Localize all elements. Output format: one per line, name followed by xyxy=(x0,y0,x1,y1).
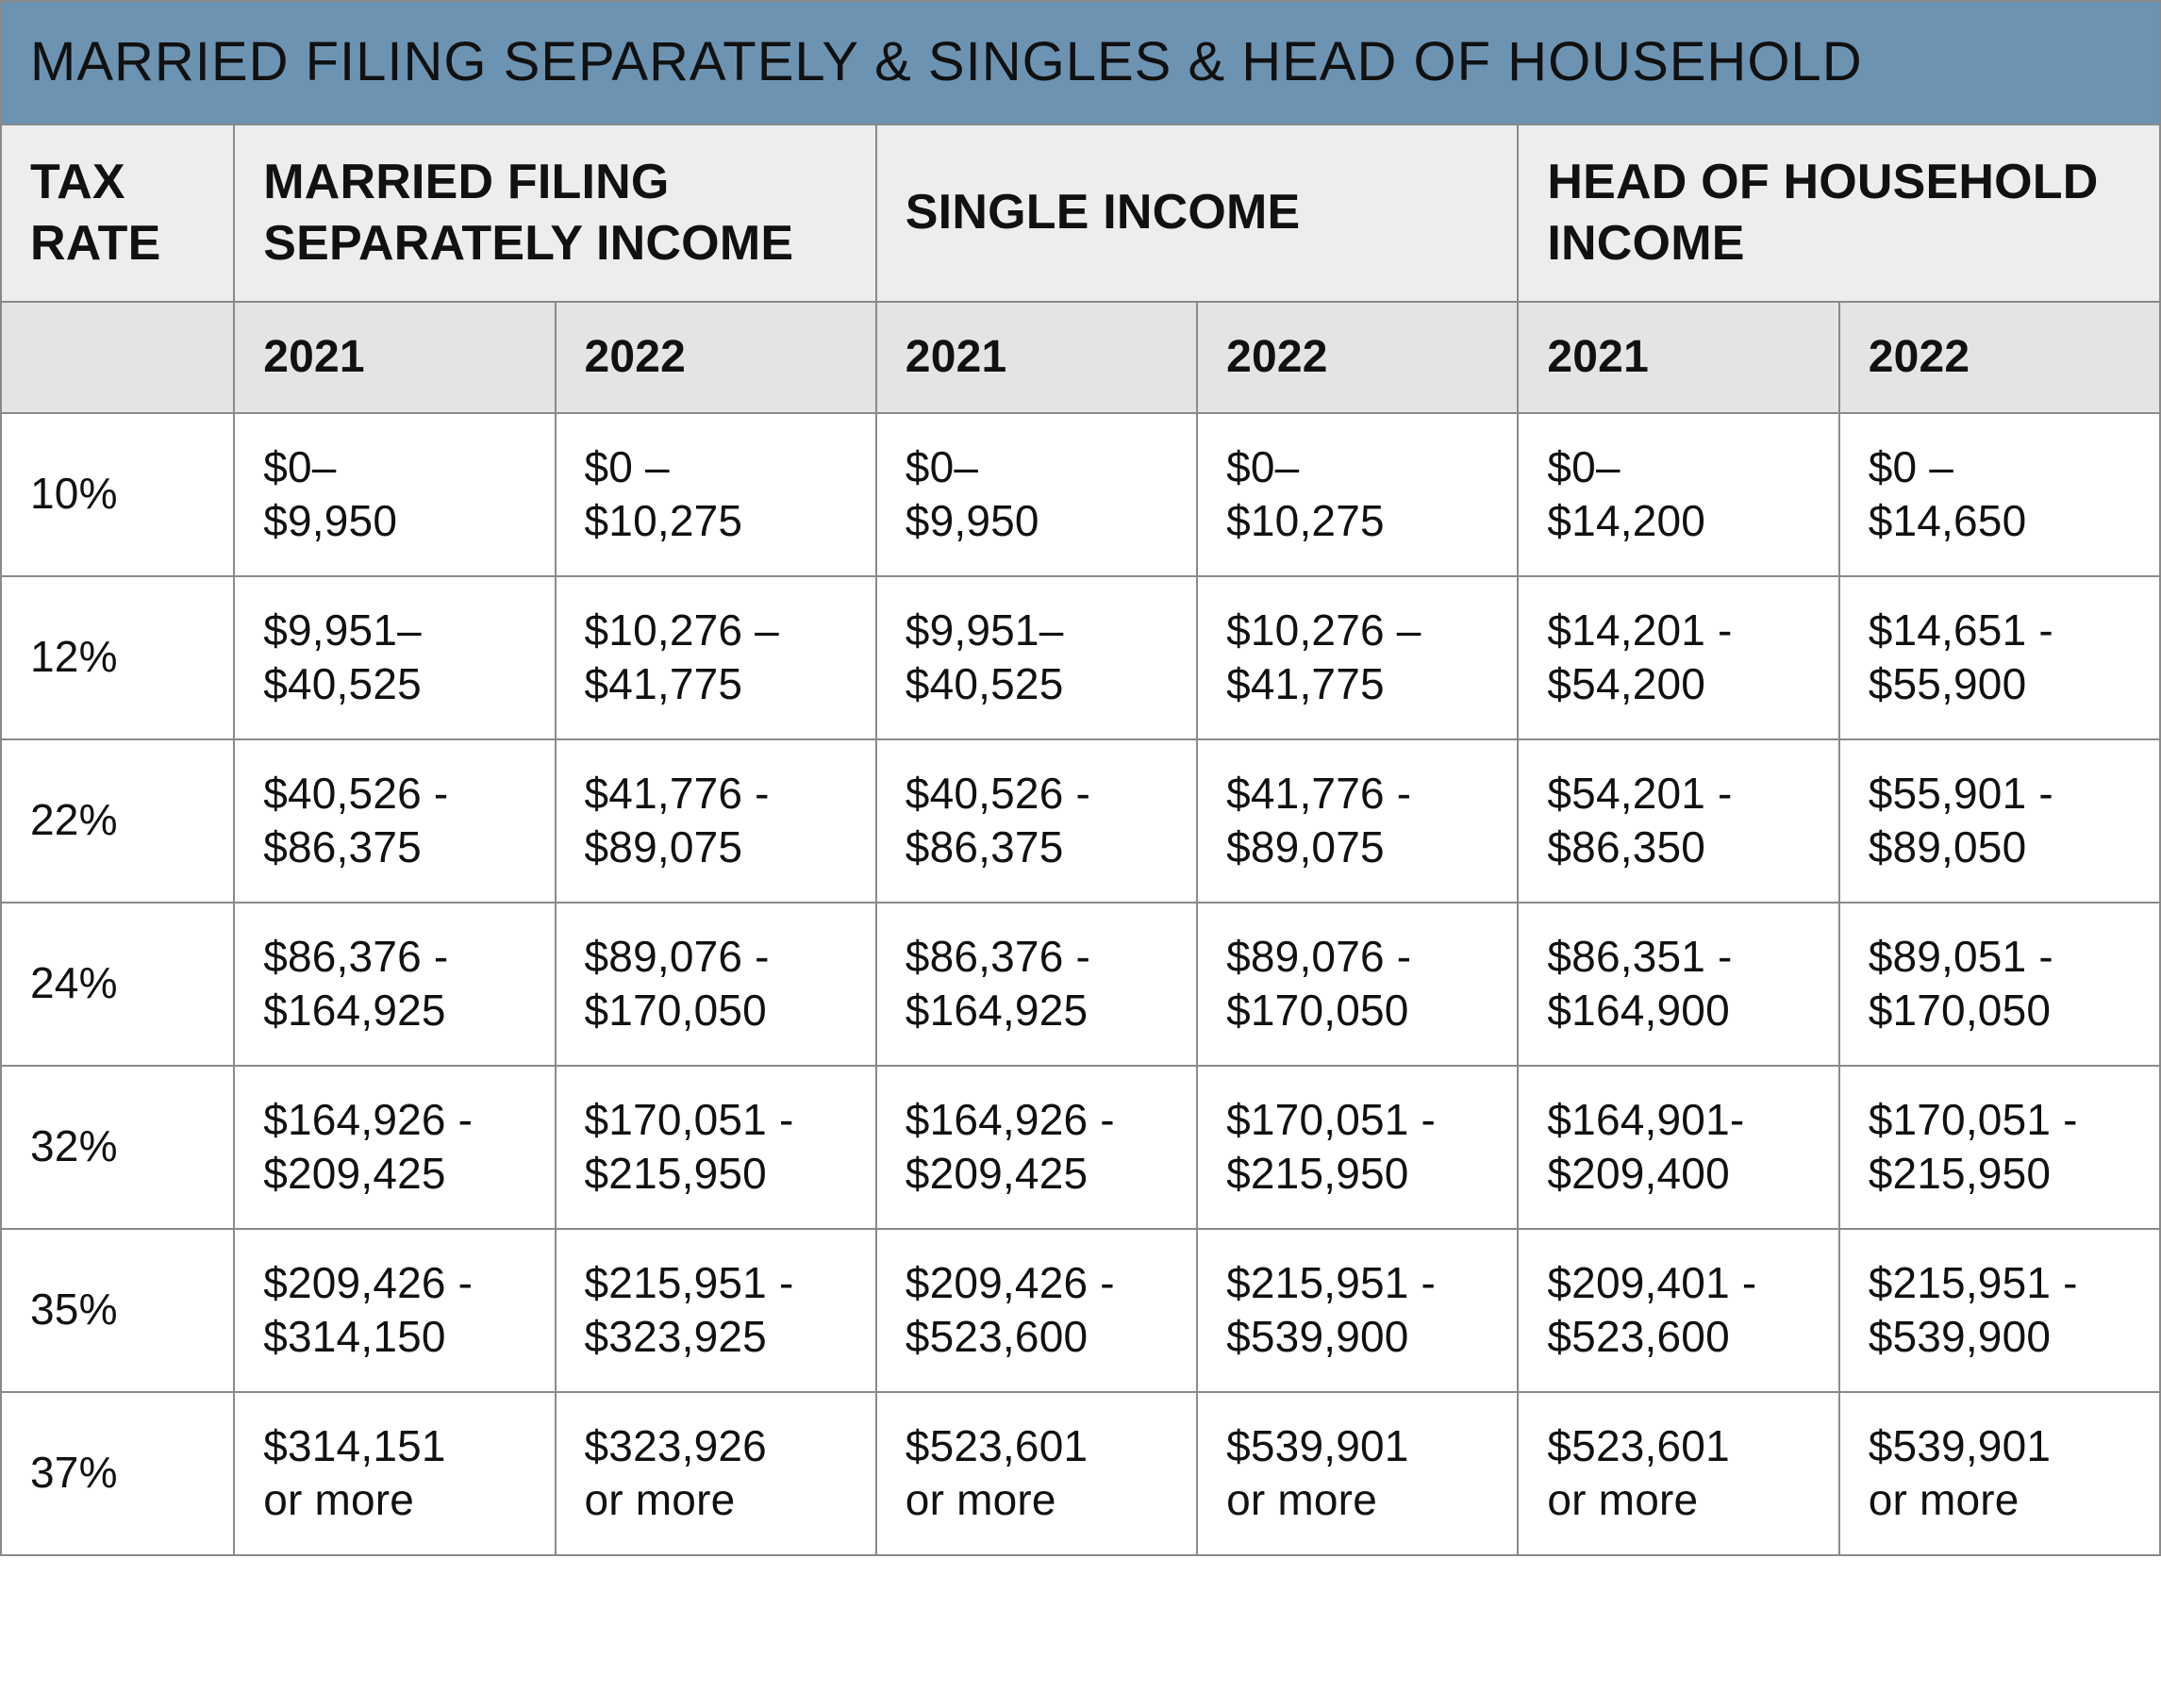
col-header-mfs: MARRIED FILING SEPARATELY INCOME xyxy=(234,124,876,302)
cell-value: $0– $10,275 xyxy=(1197,413,1518,576)
cell-value: $89,076 - $170,050 xyxy=(556,903,876,1066)
cell-value: $89,051 - $170,050 xyxy=(1839,903,2160,1066)
cell-value: $10,276 – $41,775 xyxy=(556,576,876,739)
cell-value: $164,901- $209,400 xyxy=(1518,1066,1838,1229)
cell-value: $54,201 - $86,350 xyxy=(1518,739,1838,903)
table-body: 10% $0– $9,950 $0 – $10,275 $0– $9,950 $… xyxy=(1,413,2160,1555)
table-title: MARRIED FILING SEPARATELY & SINGLES & HE… xyxy=(1,1,2160,124)
table-row: 10% $0– $9,950 $0 – $10,275 $0– $9,950 $… xyxy=(1,413,2160,576)
cell-value: $40,526 - $86,375 xyxy=(234,739,555,903)
cell-value: $523,601 or more xyxy=(1518,1392,1838,1555)
tax-bracket-table-container: MARRIED FILING SEPARATELY & SINGLES & HE… xyxy=(0,0,2161,1556)
col-subheader-year: 2022 xyxy=(1197,302,1518,413)
cell-value: $539,901 or more xyxy=(1839,1392,2160,1555)
cell-value: $0 – $14,650 xyxy=(1839,413,2160,576)
cell-value: $0– $9,950 xyxy=(234,413,555,576)
cell-value: $209,401 - $523,600 xyxy=(1518,1229,1838,1392)
cell-value: $86,376 - $164,925 xyxy=(876,903,1197,1066)
cell-value: $164,926 - $209,425 xyxy=(876,1066,1197,1229)
cell-value: $164,926 - $209,425 xyxy=(234,1066,555,1229)
cell-value: $14,201 - $54,200 xyxy=(1518,576,1838,739)
col-subheader-year: 2021 xyxy=(1518,302,1838,413)
cell-value: $10,276 – $41,775 xyxy=(1197,576,1518,739)
col-header-hoh: HEAD OF HOUSEHOLD INCOME xyxy=(1518,124,2160,302)
cell-rate: 12% xyxy=(1,576,234,739)
cell-value: $40,526 - $86,375 xyxy=(876,739,1197,903)
cell-value: $14,651 - $55,900 xyxy=(1839,576,2160,739)
col-subheader-year: 2022 xyxy=(1839,302,2160,413)
cell-rate: 37% xyxy=(1,1392,234,1555)
cell-value: $314,151 or more xyxy=(234,1392,555,1555)
cell-value: $209,426 - $314,150 xyxy=(234,1229,555,1392)
cell-value: $86,351 - $164,900 xyxy=(1518,903,1838,1066)
table-row: 24% $86,376 - $164,925 $89,076 - $170,05… xyxy=(1,903,2160,1066)
cell-value: $170,051 - $215,950 xyxy=(556,1066,876,1229)
cell-rate: 24% xyxy=(1,903,234,1066)
cell-rate: 35% xyxy=(1,1229,234,1392)
table-group-header-row: TAX RATE MARRIED FILING SEPARATELY INCOM… xyxy=(1,124,2160,302)
cell-value: $41,776 - $89,075 xyxy=(1197,739,1518,903)
table-row: 37% $314,151 or more $323,926 or more $5… xyxy=(1,1392,2160,1555)
cell-value: $0– $14,200 xyxy=(1518,413,1838,576)
cell-value: $9,951– $40,525 xyxy=(234,576,555,739)
cell-value: $41,776 - $89,075 xyxy=(556,739,876,903)
cell-value: $55,901 - $89,050 xyxy=(1839,739,2160,903)
cell-rate: 32% xyxy=(1,1066,234,1229)
table-year-header-row: 2021 2022 2021 2022 2021 2022 xyxy=(1,302,2160,413)
cell-value: $170,051 - $215,950 xyxy=(1197,1066,1518,1229)
cell-value: $89,076 - $170,050 xyxy=(1197,903,1518,1066)
cell-value: $0– $9,950 xyxy=(876,413,1197,576)
table-row: 22% $40,526 - $86,375 $41,776 - $89,075 … xyxy=(1,739,2160,903)
cell-value: $539,901 or more xyxy=(1197,1392,1518,1555)
col-subheader-year: 2021 xyxy=(234,302,555,413)
cell-value: $209,426 - $523,600 xyxy=(876,1229,1197,1392)
cell-value: $86,376 - $164,925 xyxy=(234,903,555,1066)
cell-value: $215,951 - $539,900 xyxy=(1197,1229,1518,1392)
col-header-rate: TAX RATE xyxy=(1,124,234,302)
col-header-single: SINGLE INCOME xyxy=(876,124,1519,302)
cell-value: $0 – $10,275 xyxy=(556,413,876,576)
col-subheader-year: 2021 xyxy=(876,302,1197,413)
cell-value: $215,951 - $539,900 xyxy=(1839,1229,2160,1392)
cell-value: $215,951 - $323,925 xyxy=(556,1229,876,1392)
table-row: 35% $209,426 - $314,150 $215,951 - $323,… xyxy=(1,1229,2160,1392)
tax-bracket-table: MARRIED FILING SEPARATELY & SINGLES & HE… xyxy=(0,0,2161,1556)
cell-rate: 10% xyxy=(1,413,234,576)
table-row: 12% $9,951– $40,525 $10,276 – $41,775 $9… xyxy=(1,576,2160,739)
col-subheader-year: 2022 xyxy=(556,302,876,413)
table-row: 32% $164,926 - $209,425 $170,051 - $215,… xyxy=(1,1066,2160,1229)
cell-rate: 22% xyxy=(1,739,234,903)
table-title-row: MARRIED FILING SEPARATELY & SINGLES & HE… xyxy=(1,1,2160,124)
cell-value: $523,601 or more xyxy=(876,1392,1197,1555)
col-subheader-blank xyxy=(1,302,234,413)
cell-value: $170,051 - $215,950 xyxy=(1839,1066,2160,1229)
cell-value: $9,951– $40,525 xyxy=(876,576,1197,739)
cell-value: $323,926 or more xyxy=(556,1392,876,1555)
